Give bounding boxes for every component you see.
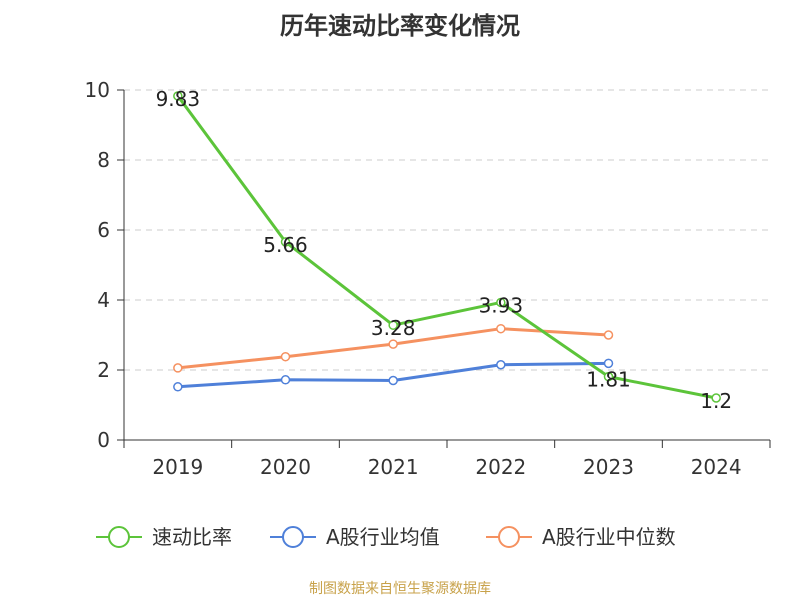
y-tick-label: 10 [85,78,110,102]
legend-marker [108,526,130,548]
x-tick-label: 2022 [475,455,526,479]
data-point [603,358,614,369]
data-point [280,351,291,362]
data-point [388,320,398,330]
chart-title: 历年速动比率变化情况 [280,12,520,40]
data-point [711,393,721,403]
y-tick-label: 6 [97,218,110,242]
data-point [496,297,506,308]
data-point [173,91,183,101]
y-tick-label: 8 [97,148,110,172]
data-label: 9.83 [156,87,201,111]
x-tick-label: 2021 [368,455,419,479]
data-point [603,330,614,340]
data-label: 1.2 [700,389,732,413]
data-point [173,363,183,373]
data-point [280,375,291,385]
y-tick-label: 4 [97,288,110,312]
data-label: 1.81 [586,368,631,392]
data-point [280,237,291,247]
series-line [176,94,718,400]
data-label: 3.93 [479,293,524,317]
y-tick-label: 2 [97,358,110,382]
x-tick-label: 2024 [691,455,742,479]
data-label: 3.28 [371,316,416,340]
x-tick-label: 2023 [583,455,634,479]
legend-marker [498,526,520,548]
y-tick-label: 0 [97,428,110,452]
legend-label: A股行业中位数 [542,525,676,549]
legend-label: 速动比率 [152,525,232,549]
data-point [388,339,398,349]
x-tick-label: 2020 [260,455,311,479]
legend-label: A股行业均值 [326,525,440,549]
data-label: 5.66 [263,233,308,257]
x-tick-label: 2019 [152,455,203,479]
data-point [496,360,506,370]
data-point [603,371,614,382]
data-point [173,382,183,392]
legend-marker [282,526,304,548]
data-point [388,375,398,386]
data-point [496,323,506,334]
source-note: 制图数据来自恒生聚源数据库 [309,581,491,597]
